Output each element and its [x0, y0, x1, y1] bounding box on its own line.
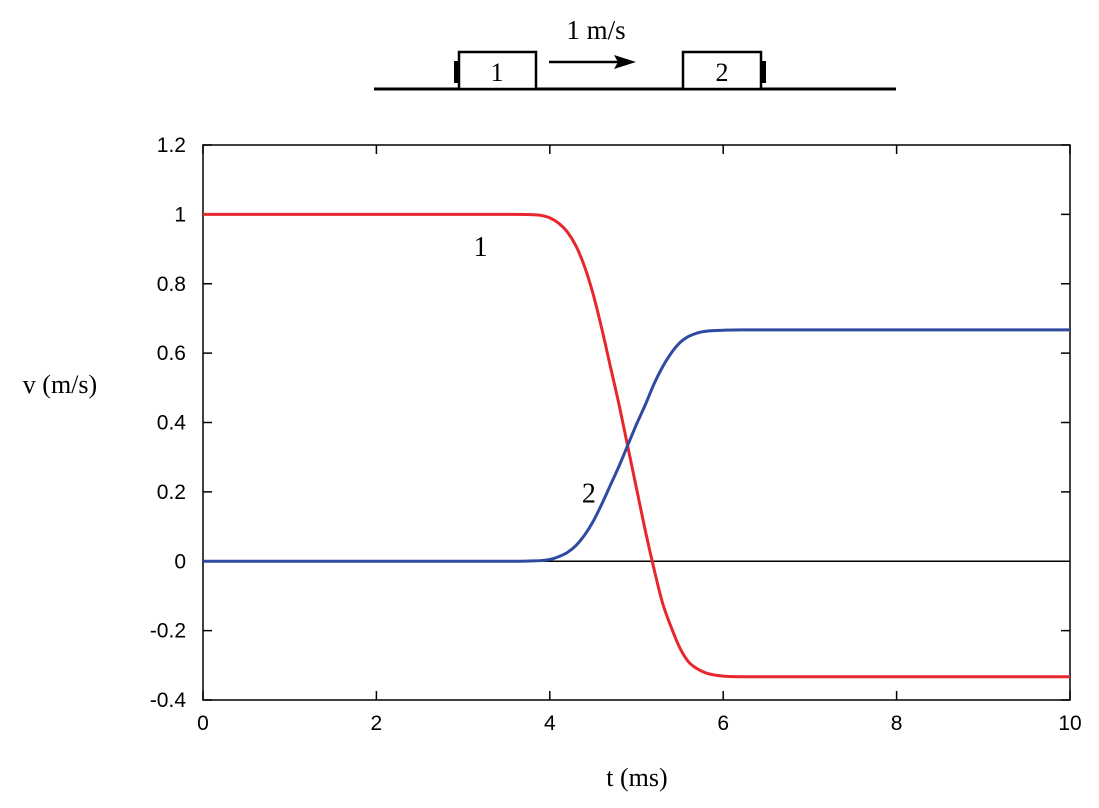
y-tick-label: 0 [174, 550, 186, 573]
y-tick-label: 0.2 [157, 481, 186, 504]
velocity-label: 1 m/s [566, 15, 625, 45]
block-1 [457, 50, 538, 91]
x-tick-label: 6 [717, 712, 729, 735]
x-tick-label: 0 [197, 712, 209, 735]
axis-tick-labels: 0 2 4 6 8 10 -0.4 -0.2 0 0.2 0.4 0.6 0.8 1 1.2 [150, 134, 1082, 735]
x-axis-label: t (ms) [606, 763, 667, 792]
series-1-line [203, 212, 1070, 679]
velocity-arrow-head [614, 55, 636, 69]
y-tick-label: 1.2 [157, 134, 186, 157]
x-tick-label: 4 [544, 712, 556, 735]
curve-annotation: 1 [473, 232, 487, 263]
y-tick-label: 0.4 [157, 412, 187, 435]
series-layer [203, 212, 1070, 679]
y-tick-label: -0.4 [150, 689, 187, 712]
curve-annotation: 2 [582, 478, 596, 509]
x-tick-label: 2 [371, 712, 383, 735]
y-tick-label: -0.2 [150, 620, 186, 643]
y-tick-label: 0.6 [157, 342, 186, 365]
series-2-line [203, 328, 1070, 563]
block-1-bumper [454, 61, 460, 83]
x-tick-label: 10 [1058, 712, 1081, 735]
y-tick-label: 1 [174, 203, 186, 226]
block-1-label: 1 [491, 58, 504, 87]
annotation-layer: 12 [473, 232, 595, 509]
x-tick-label: 8 [891, 712, 903, 735]
y-tick-label: 0.8 [157, 273, 186, 296]
block-2 [681, 50, 763, 91]
block-2-bumper [760, 61, 766, 83]
collision-diagram: 1 2 1 m/s [374, 15, 896, 91]
y-axis-label: v (m/s) [23, 370, 97, 399]
block-2-label: 2 [716, 58, 729, 87]
